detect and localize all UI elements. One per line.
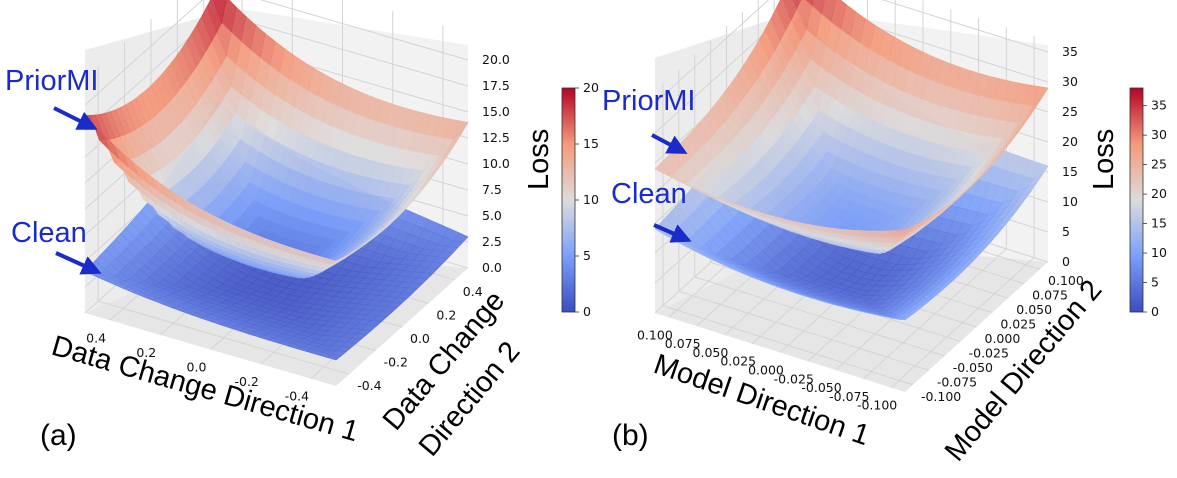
- y-tick-label: 0.0: [410, 331, 430, 346]
- colorbar-tick-label: 15: [1151, 216, 1167, 231]
- y-tick-label: -0.2: [384, 355, 408, 370]
- panel-b-colorbar: 0 5 10 15 20 25 30 35: [1129, 87, 1167, 319]
- colorbar-tick-label: 15: [583, 136, 599, 151]
- y-tick-label: 0.050: [1016, 302, 1052, 317]
- panel-a-label: (a): [40, 419, 77, 452]
- x-tick-label: 0.050: [693, 345, 729, 360]
- z-tick-label: 7.5: [482, 182, 502, 197]
- panel-b-z-axis-label: Loss: [1088, 129, 1120, 190]
- x-tick-label: -0.2: [235, 374, 259, 389]
- z-tick-label: 30: [1062, 74, 1078, 89]
- x-tick-label: 0.025: [720, 354, 756, 369]
- z-tick-label: 15.0: [482, 104, 510, 119]
- z-tick-label: 17.5: [482, 78, 510, 93]
- panel-a-annotation-priormi: PriorMI: [5, 65, 98, 97]
- panel-b-z-ticks: 0 5 10 15 20 25 30 35: [1062, 44, 1078, 269]
- surface-priormi: [654, 0, 1049, 254]
- floor-gridline-y: [694, 276, 945, 357]
- z-tick-label: 25: [1062, 104, 1078, 119]
- panel-b-x-ticks: -0.100-0.075-0.050-0.0250.0000.0250.0500…: [637, 327, 897, 412]
- colorbar-tick-label: 20: [1151, 186, 1167, 201]
- panel-b-3d-plot: -0.100-0.075-0.050-0.0250.0000.0250.0500…: [602, 0, 1167, 467]
- y-tick-label: -0.100: [921, 389, 961, 404]
- x-tick-label: 0.075: [665, 336, 701, 351]
- colorbar-tick-label: 5: [583, 248, 591, 263]
- x-tick-label: 0.0: [187, 360, 207, 375]
- y-tick-label: -0.075: [937, 374, 977, 389]
- wall-gridline-z: [84, 0, 469, 106]
- x-tick-label: -0.4: [285, 389, 309, 404]
- floor-gridline-y: [662, 305, 914, 386]
- colorbar-tick-label: 30: [1151, 127, 1167, 142]
- colorbar-tick-label: 10: [583, 192, 599, 207]
- z-tick-label: 0.0: [482, 260, 502, 275]
- surface-facet: [792, 0, 802, 10]
- x-tick-label: -0.050: [801, 380, 841, 395]
- floor-gridline-y: [678, 290, 929, 371]
- y-tick-label: 0.2: [436, 307, 456, 322]
- y-tick-label: -0.050: [953, 360, 993, 375]
- panel-b-annotation-clean: Clean: [611, 178, 687, 210]
- x-tick-label: -0.025: [774, 371, 814, 386]
- y-tick-label: 0.000: [985, 331, 1021, 346]
- floor-gridline-y: [98, 300, 350, 375]
- panel-a-surfaces: [84, 0, 469, 361]
- colorbar-tick-label: 10: [1151, 245, 1167, 260]
- panel-b-surfaces: [654, 0, 1049, 321]
- z-tick-label: 5.0: [482, 208, 502, 223]
- y-tick-label: 0.075: [1032, 288, 1068, 303]
- x-tick-label: 0.2: [136, 345, 156, 360]
- x-tick-label: 0.100: [637, 327, 673, 342]
- panel-b-arrow-priormi-icon: [651, 133, 688, 154]
- y-tick-label: -0.4: [357, 378, 381, 393]
- panel-b-colorbar-ticks: 0 5 10 15 20 25 30 35: [1143, 98, 1167, 319]
- y-tick-label: 0.4: [463, 284, 483, 299]
- panel-a-z-axis-label: Loss: [523, 129, 555, 190]
- z-tick-label: 15: [1062, 164, 1078, 179]
- wall-gridline-z: [654, 0, 1049, 104]
- panel-a-arrow-clean-icon: [55, 251, 102, 275]
- z-tick-label: 35: [1062, 44, 1078, 59]
- panel-a-z-ticks: 0.0 2.5 5.0 7.5 10.0 12.5 15.0 17.5 20.0: [482, 52, 510, 275]
- panel-a-annotation-clean: Clean: [11, 217, 87, 249]
- panel-a-colorbar-ticks: 0 5 10 15 20: [575, 80, 599, 319]
- colorbar-tick-label: 5: [1151, 275, 1159, 290]
- z-tick-label: 20: [1062, 134, 1078, 149]
- panel-a-arrow-priormi-icon: [53, 106, 98, 130]
- z-tick-label: 20.0: [482, 52, 510, 67]
- panel-b-arrow-clean-icon: [653, 223, 692, 243]
- x-tick-label: 0.4: [86, 330, 106, 345]
- y-tick-label: -0.025: [969, 345, 1009, 360]
- colorbar-tick-label: 35: [1151, 98, 1167, 113]
- panel-b-y-ticks: -0.100-0.075-0.050-0.0250.0000.0250.0500…: [921, 273, 1084, 404]
- x-tick-label: -0.075: [829, 389, 869, 404]
- y-tick-label: 0.100: [1048, 273, 1084, 288]
- x-tick-label: 0.000: [748, 363, 784, 378]
- z-tick-label: 10: [1062, 194, 1078, 209]
- colorbar-tick-label: 0: [583, 304, 591, 319]
- z-tick-label: 10.0: [482, 156, 510, 171]
- y-tick-label: 0.025: [1000, 317, 1036, 332]
- z-tick-label: 5: [1062, 224, 1070, 239]
- panel-b-annotation-priormi: PriorMI: [602, 85, 695, 117]
- colorbar-tick-label: 0: [1151, 304, 1159, 319]
- panel-a-y-ticks: -0.4-0.20.0 0.2 0.4: [357, 284, 483, 393]
- z-tick-label: 12.5: [482, 130, 510, 145]
- z-tick-label: 0: [1062, 254, 1070, 269]
- panel-b-label: (b): [612, 419, 649, 452]
- colorbar-tick-label: 25: [1151, 157, 1167, 172]
- z-tick-label: 2.5: [482, 234, 502, 249]
- surface-facet: [654, 163, 671, 177]
- panel-a-colorbar: 0 5 10 15 20: [561, 80, 599, 319]
- colorbar-tick-label: 20: [583, 80, 599, 95]
- panel-a-3d-plot: -0.4-0.20.00.20.4 -0.4-0.20.00.20.4 0.02…: [5, 0, 599, 462]
- panel-a-x-ticks: -0.4 -0.2 0.0 0.2 0.4: [86, 330, 309, 403]
- x-tick-label: -0.100: [857, 398, 897, 413]
